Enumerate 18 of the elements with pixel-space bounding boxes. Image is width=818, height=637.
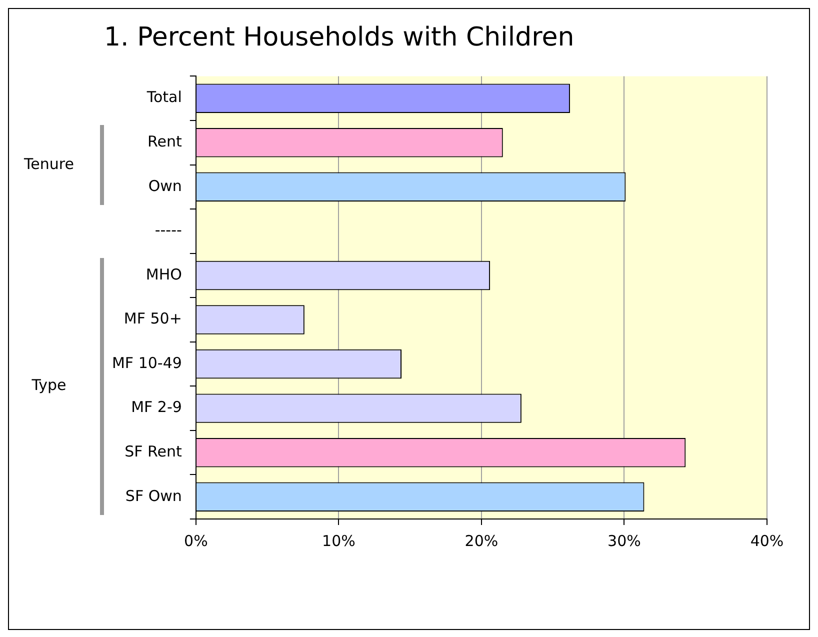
y-tick-label: MHO — [146, 265, 182, 284]
y-tick-label: Rent — [148, 132, 182, 151]
x-tick-label: 0% — [184, 532, 208, 550]
y-tick-label: MF 10-49 — [112, 354, 182, 372]
x-tick-label: 20% — [464, 532, 498, 550]
x-tick-label: 10% — [322, 532, 356, 550]
x-tick-label: 30% — [608, 532, 641, 550]
x-tick-label: 40% — [750, 532, 784, 550]
y-tick-label: SF Rent — [124, 442, 182, 460]
text: Tenure — [23, 154, 75, 173]
y-tick-label: Own — [148, 176, 182, 195]
y-tick-label: ----- — [154, 221, 182, 240]
chart-title: 1. Percent Households with Children — [104, 22, 574, 52]
y-tick-label: SF Own — [125, 486, 182, 505]
y-tick-label: MF 2-9 — [131, 398, 182, 416]
text: Type — [30, 376, 68, 394]
y-tick-label: Total — [146, 88, 182, 106]
y-tick-label: MF 50+ — [124, 310, 182, 328]
